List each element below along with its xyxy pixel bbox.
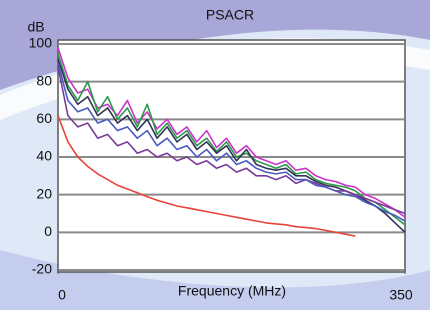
x-tick-label: 0: [58, 287, 66, 303]
y-tick-label: 20: [36, 185, 52, 201]
y-tick-label: 100: [29, 35, 53, 51]
x-axis-label: Frequency (MHz): [178, 283, 286, 299]
x-tick-label: 350: [389, 287, 413, 303]
y-tick-label: 60: [36, 110, 52, 126]
y-tick-label: 80: [36, 72, 52, 88]
y-axis-label: dB: [27, 19, 44, 35]
y-tick-label: 0: [44, 223, 52, 239]
y-tick-label: 40: [36, 148, 52, 164]
y-tick-label: -20: [32, 261, 52, 277]
chart-title: PSACR: [206, 7, 254, 23]
chart: PSACR dB Frequency (MHz) -20 0 20 40 60 80 100…: [0, 0, 430, 310]
